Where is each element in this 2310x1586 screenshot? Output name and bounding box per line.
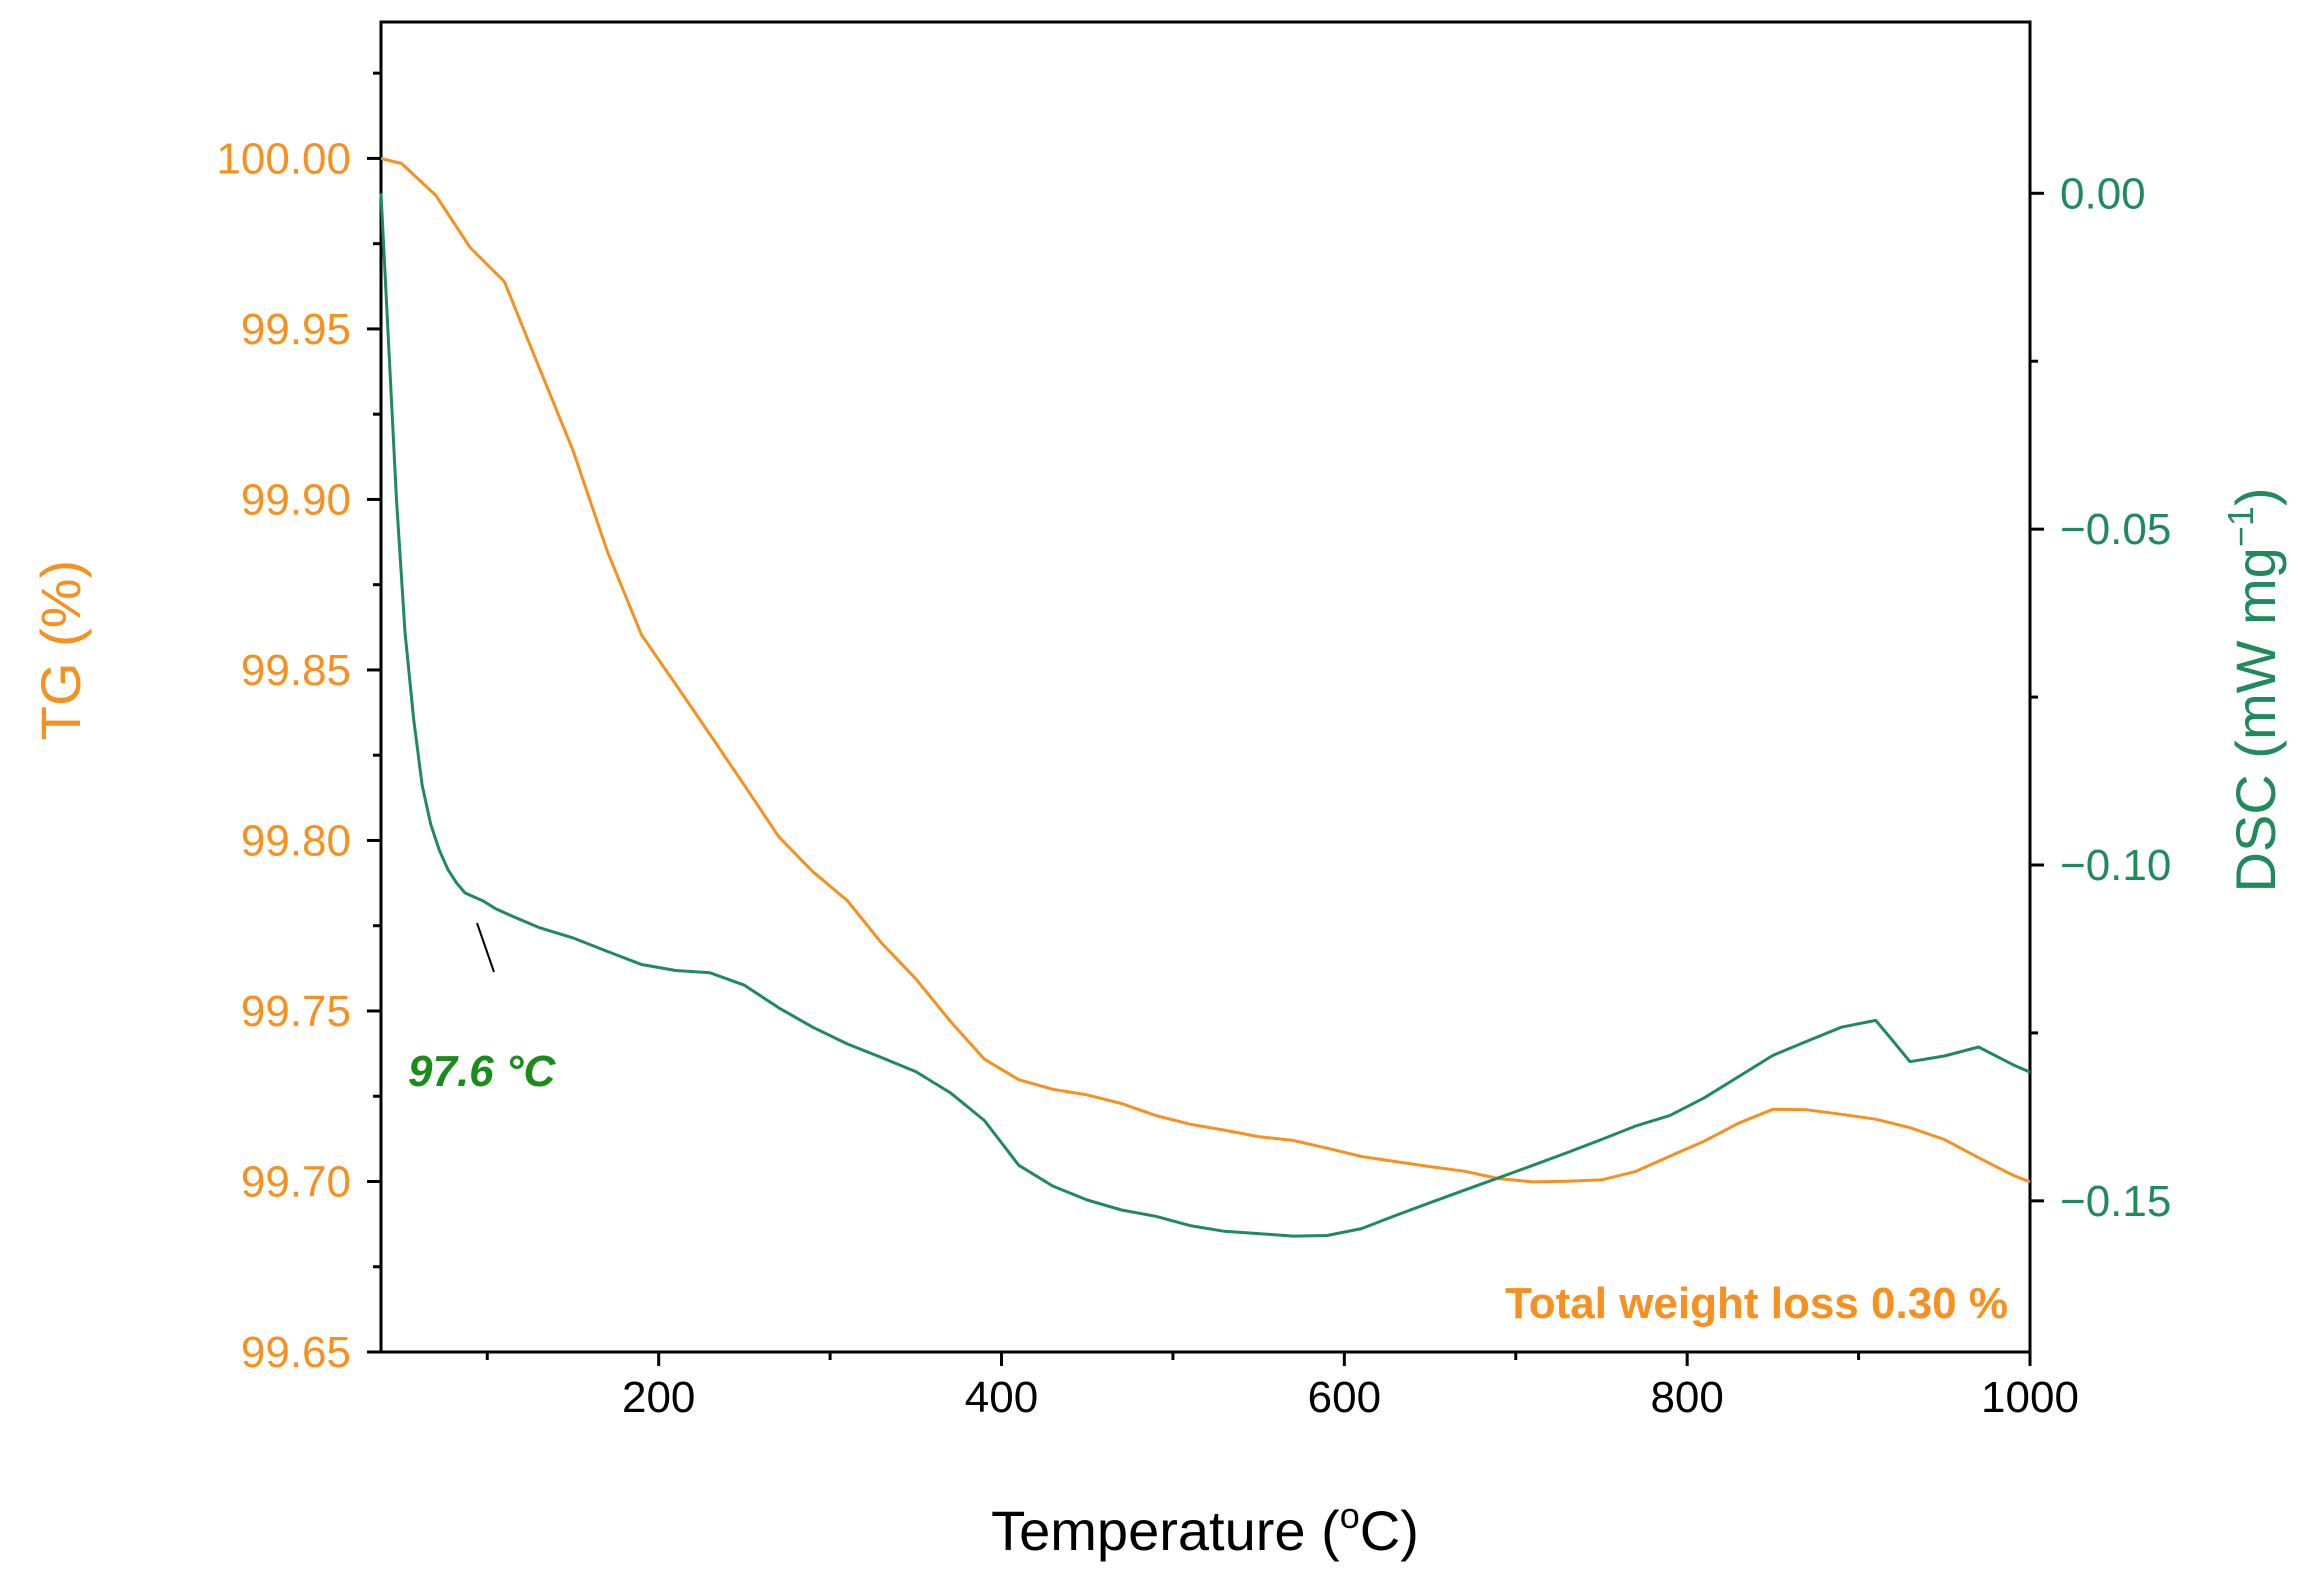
y-left-axis-title: TG (%) [29,560,92,740]
tg-series-line [380,156,2031,1184]
series-layer [379,156,2031,1238]
peak-temperature-annotation: 97.6 °C [408,1047,556,1096]
y-left-tick-label: 99.90 [241,475,351,524]
plot-frame [379,20,2032,1354]
y-right-tick-label: −0.10 [2060,841,2171,890]
y-left-tick-label: 99.70 [241,1157,351,1206]
y-left-axis: 99.65 99.70 99.75 99.80 99.85 99.90 99.95 100.0… [216,71,381,1377]
y-left-tick-label: 99.65 [241,1328,351,1377]
y-right-tick-label: −0.05 [2060,505,2171,554]
y-left-tick-label: 99.95 [241,305,351,354]
y-right-tick-label: 0.00 [2060,169,2146,218]
x-tick-label: 600 [1308,1373,1381,1422]
y-right-axis-title-exponent: −1 [2220,506,2261,547]
x-tick-label: 400 [965,1373,1038,1422]
y-left-tick-label: 100.00 [216,134,351,183]
x-tick-label: 200 [622,1373,695,1422]
y-right-axis-title: DSC (mW mg−1) [2220,488,2287,893]
x-axis-title-degree: o [1340,1495,1360,1536]
plot-border [379,20,2032,1354]
x-tick-label: 800 [1650,1373,1723,1422]
y-right-tick-label: −0.15 [2060,1177,2171,1226]
y-left-tick-label: 99.85 [241,646,351,695]
y-left-tick-label: 99.80 [241,816,351,865]
x-axis-title: Temperature (oC) [991,1495,1419,1562]
x-axis: 200 400 600 800 1000 [485,1352,2079,1422]
peak-leader-line [476,922,495,973]
y-left-tick-label: 99.75 [241,987,351,1036]
y-right-axis: 0.00 −0.05 −0.10 −0.15 [2030,169,2171,1226]
x-tick-label: 1000 [1981,1373,2079,1422]
dsc-series-line [379,193,2031,1238]
total-weight-loss-annotation: Total weight loss 0.30 % [1505,1279,2008,1328]
